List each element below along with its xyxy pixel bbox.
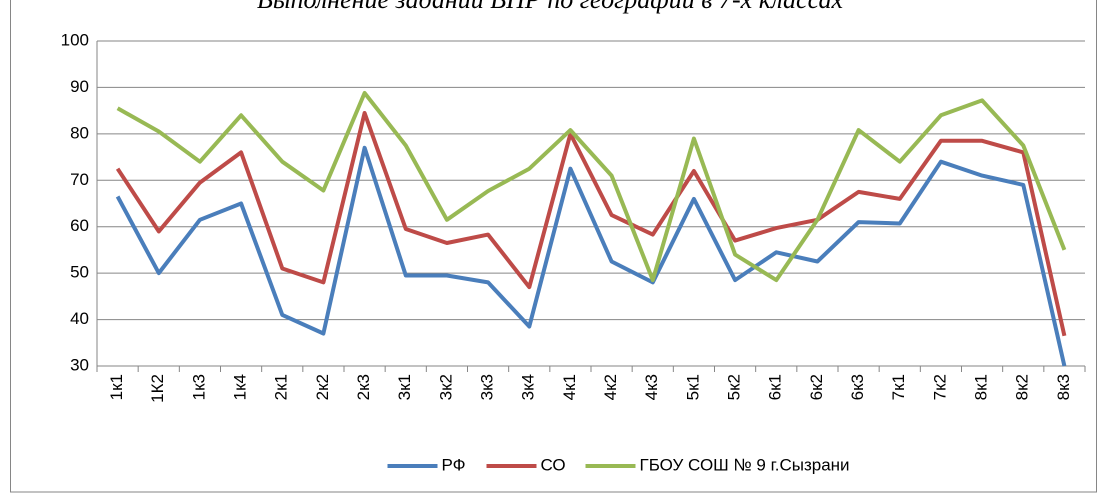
y-tick-label: 100 [61, 30, 89, 49]
y-tick-label: 60 [70, 216, 89, 235]
y-tick-label: 50 [70, 263, 89, 282]
x-tick-label: 6к2 [807, 374, 826, 400]
legend-label: РФ [442, 455, 466, 474]
x-tick-label: 7к1 [889, 374, 908, 400]
x-tick-label: 5к1 [683, 374, 702, 400]
y-tick-label: 90 [70, 77, 89, 96]
series-line [116, 91, 1067, 283]
x-tick-label: 7к2 [930, 374, 949, 400]
x-tick-label: 8к3 [1054, 374, 1073, 400]
x-tick-label: 4к2 [601, 374, 620, 400]
x-tick-label: 4к3 [642, 374, 661, 400]
x-tick-label: 1к4 [231, 374, 250, 400]
x-tick-label: 3к3 [478, 374, 497, 400]
x-tick-label: 2к3 [354, 374, 373, 400]
x-tick-label: 1к3 [189, 374, 208, 400]
y-tick-label: 40 [70, 309, 89, 328]
x-tick-label: 1К2 [148, 374, 167, 403]
x-tick-label: 2к1 [272, 374, 291, 400]
x-tick-label: 6к1 [766, 374, 785, 400]
y-tick-label: 30 [70, 355, 89, 374]
chart-border [10, 0, 1097, 493]
series-line [115, 145, 1067, 367]
x-tick-label: 5к2 [725, 374, 744, 400]
x-tick-label: 1к1 [107, 374, 126, 400]
x-tick-label: 3к1 [395, 374, 414, 400]
y-tick-label: 70 [70, 170, 89, 189]
y-tick-label: 80 [70, 123, 89, 142]
legend-label: ГБОУ СОШ № 9 г.Сызрани [640, 455, 850, 474]
x-tick-label: 4к1 [560, 374, 579, 400]
x-tick-label: 3к4 [519, 374, 538, 400]
x-tick-label: 8к2 [1013, 374, 1032, 400]
x-tick-label: 3к2 [436, 374, 455, 400]
x-tick-label: 6к3 [848, 374, 867, 400]
x-tick-label: 8к1 [972, 374, 991, 400]
x-tick-label: 2к2 [313, 374, 332, 400]
chart-title: Выполнение заданий ВПР по географии в 7-… [257, 0, 843, 14]
series-line [115, 111, 1067, 337]
legend-label: СО [541, 455, 566, 474]
